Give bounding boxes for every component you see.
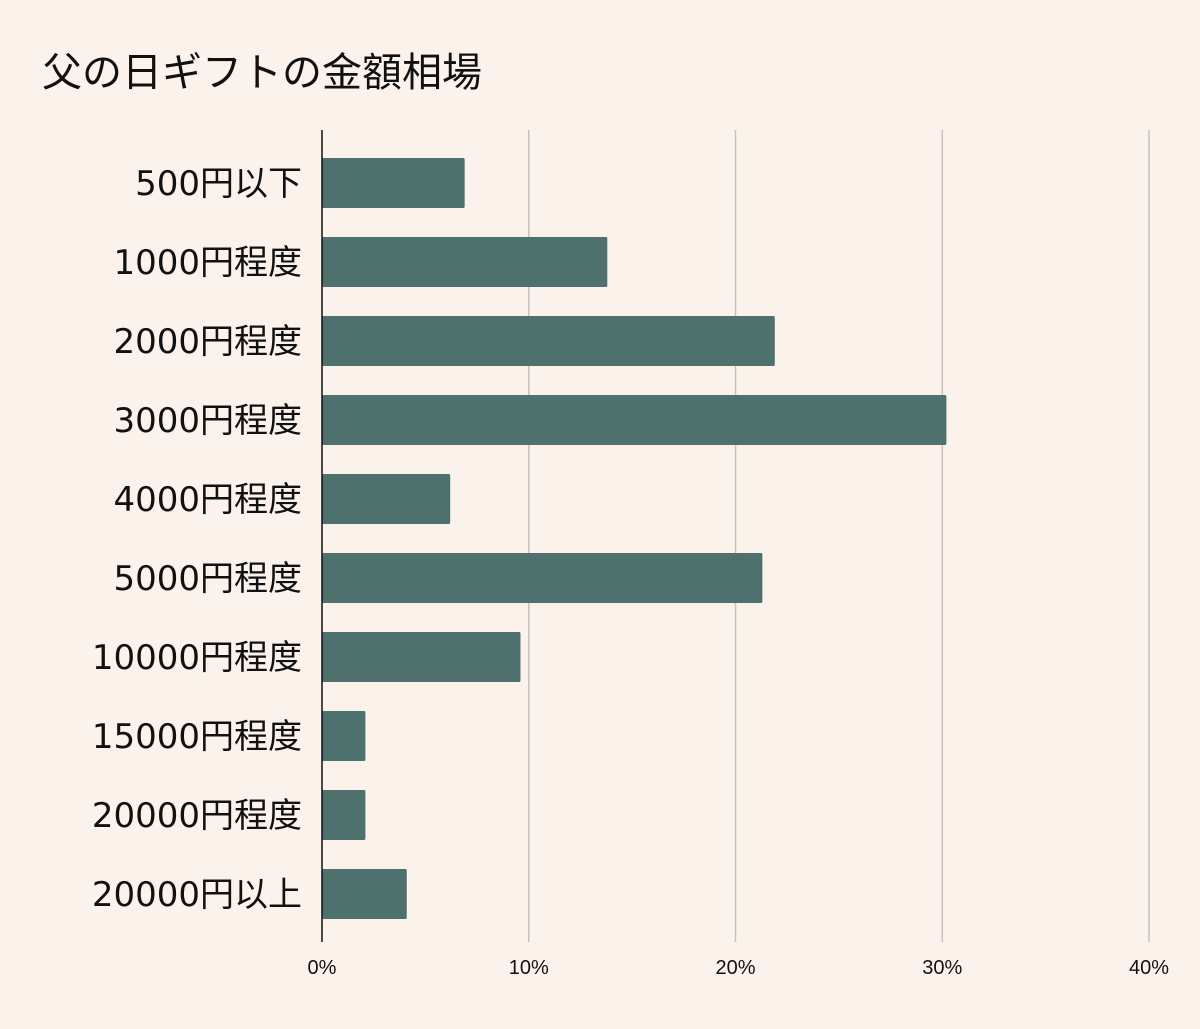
bar <box>322 158 465 208</box>
bar <box>322 711 366 761</box>
category-label: 4000円程度 <box>113 480 302 520</box>
category-label: 3000円程度 <box>113 401 302 441</box>
bar <box>322 553 763 603</box>
x-tick-label: 40% <box>1129 957 1169 979</box>
bar <box>322 316 775 366</box>
bar <box>322 790 366 840</box>
category-label: 2000円程度 <box>113 322 302 362</box>
category-label: 500円以下 <box>135 164 302 204</box>
category-label: 1000円程度 <box>113 243 302 283</box>
bar <box>322 632 521 682</box>
chart-title: 父の日ギフトの金額相場 <box>42 50 482 96</box>
x-tick-label: 30% <box>922 957 962 979</box>
category-labels: 500円以下 1000円程度 2000円程度 3000円程度 4000円程度 5000円程… <box>92 164 302 915</box>
bar <box>322 395 947 445</box>
bar <box>322 869 407 919</box>
bars <box>322 158 947 919</box>
bar <box>322 237 608 287</box>
category-label: 20000円以上 <box>92 875 302 915</box>
x-tick-label: 0% <box>308 957 337 979</box>
category-label: 20000円程度 <box>92 796 302 836</box>
gridlines <box>528 130 1150 942</box>
category-label: 15000円程度 <box>92 717 302 757</box>
x-tick-label: 10% <box>509 957 549 979</box>
category-label: 5000円程度 <box>113 559 302 599</box>
category-label: 10000円程度 <box>92 638 302 678</box>
bar <box>322 474 451 524</box>
x-tick-labels: 0% 10% 20% 30% 40% <box>308 957 1170 979</box>
x-tick-label: 20% <box>715 957 755 979</box>
